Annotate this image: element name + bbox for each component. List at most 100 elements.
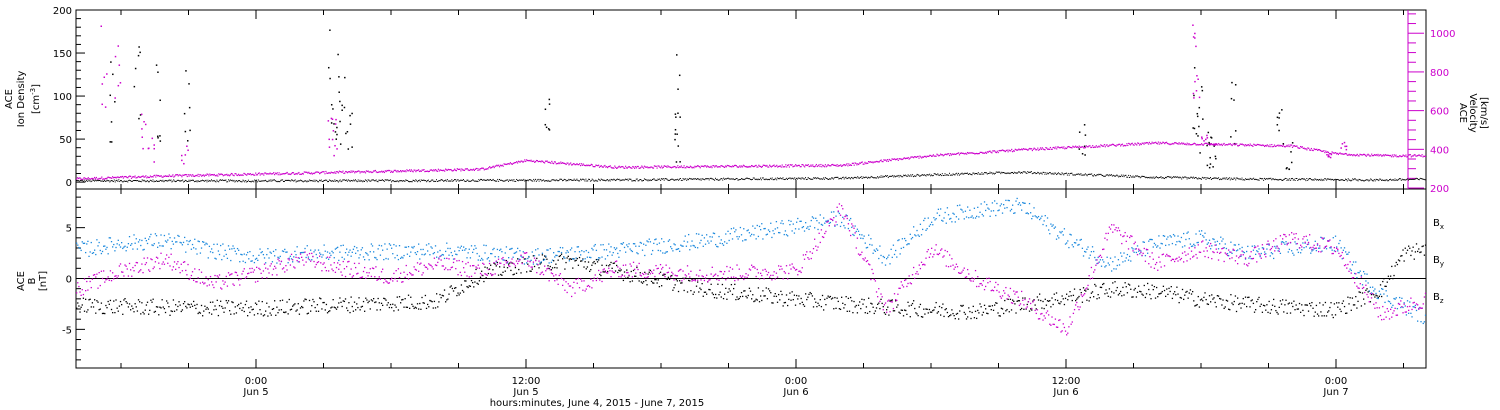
density-point bbox=[760, 178, 761, 179]
velocity-point bbox=[1040, 147, 1041, 148]
bx-point bbox=[767, 298, 768, 299]
bx-point bbox=[1399, 260, 1400, 261]
density-point bbox=[698, 178, 699, 179]
density-point bbox=[512, 180, 513, 181]
bx-point bbox=[775, 293, 776, 294]
bx-point bbox=[1420, 251, 1421, 252]
density-point bbox=[641, 180, 642, 181]
by-point bbox=[158, 242, 159, 243]
bx-point bbox=[1182, 289, 1183, 290]
bx-point bbox=[76, 308, 77, 309]
velocity-point bbox=[499, 166, 500, 167]
density-point bbox=[1333, 180, 1334, 181]
bx-point bbox=[122, 314, 123, 315]
velocity-point bbox=[255, 173, 256, 174]
bx-point bbox=[1346, 313, 1347, 314]
velocity-point bbox=[966, 154, 967, 155]
velocity-spike-point bbox=[153, 148, 155, 150]
bx-point bbox=[1146, 293, 1147, 294]
density-point bbox=[606, 180, 607, 181]
density-point bbox=[468, 181, 469, 182]
bx-point bbox=[1139, 291, 1140, 292]
density-spike-point bbox=[1084, 154, 1086, 156]
bx-point bbox=[1086, 300, 1087, 301]
bx-point bbox=[1120, 291, 1121, 292]
bx-point bbox=[955, 318, 956, 319]
velocity-point bbox=[1393, 156, 1394, 157]
density-point bbox=[1021, 172, 1022, 173]
velocity-point bbox=[1217, 144, 1218, 145]
bx-point bbox=[144, 313, 145, 314]
density-point bbox=[769, 179, 770, 180]
velocity-spike-point bbox=[152, 138, 154, 140]
bx-point bbox=[875, 310, 876, 311]
density-point bbox=[1240, 178, 1241, 179]
velocity-point bbox=[1370, 155, 1371, 156]
density-point bbox=[1431, 178, 1432, 179]
bx-point bbox=[1019, 300, 1020, 301]
density-point bbox=[907, 176, 908, 177]
density-point bbox=[889, 176, 890, 177]
density-point bbox=[607, 179, 608, 180]
bx-point bbox=[970, 318, 971, 319]
density-point bbox=[583, 179, 584, 180]
velocity-point bbox=[535, 161, 536, 162]
by-point bbox=[369, 259, 370, 260]
density-point bbox=[622, 179, 623, 180]
bx-point bbox=[273, 308, 274, 309]
bx-point bbox=[686, 278, 687, 279]
velocity-point bbox=[1269, 144, 1270, 145]
density-point bbox=[445, 180, 446, 181]
bx-point bbox=[1127, 292, 1128, 293]
bx-point bbox=[885, 314, 886, 315]
velocity-point bbox=[1138, 143, 1139, 144]
density-point bbox=[827, 178, 828, 179]
density-point bbox=[522, 180, 523, 181]
velocity-spike-point bbox=[153, 144, 155, 146]
density-point bbox=[675, 179, 676, 180]
density-point bbox=[477, 181, 478, 182]
bx-point bbox=[810, 292, 811, 293]
density-point bbox=[1176, 177, 1177, 178]
velocity-point bbox=[342, 172, 343, 173]
bx-point bbox=[999, 315, 1000, 316]
by-point bbox=[284, 249, 285, 250]
by-point bbox=[216, 258, 217, 259]
velocity-tick-label: 600 bbox=[1430, 107, 1449, 118]
density-point bbox=[507, 179, 508, 180]
bx-point bbox=[499, 266, 500, 267]
bx-point bbox=[424, 303, 425, 304]
density-point bbox=[1452, 179, 1453, 180]
bx-point bbox=[244, 311, 245, 312]
velocity-point bbox=[203, 174, 204, 175]
by-point bbox=[379, 245, 380, 246]
bx-point bbox=[82, 304, 83, 305]
velocity-point bbox=[604, 165, 605, 166]
density-point bbox=[411, 181, 412, 182]
density-point bbox=[945, 175, 946, 176]
density-point bbox=[1198, 177, 1199, 178]
velocity-point bbox=[780, 165, 781, 166]
density-point bbox=[1382, 180, 1383, 181]
bx-point bbox=[311, 305, 312, 306]
density-point bbox=[1062, 173, 1063, 174]
density-point bbox=[632, 180, 633, 181]
density-point bbox=[1034, 172, 1035, 173]
bx-point bbox=[591, 265, 592, 266]
bx-point bbox=[406, 307, 407, 308]
velocity-point bbox=[1283, 144, 1284, 145]
by-point bbox=[375, 257, 376, 258]
by-point bbox=[335, 248, 336, 249]
density-point bbox=[1208, 178, 1209, 179]
by-point bbox=[76, 243, 77, 244]
density-point bbox=[1392, 180, 1393, 181]
velocity-point bbox=[1186, 144, 1187, 145]
velocity-point bbox=[1287, 145, 1288, 146]
density-point bbox=[304, 181, 305, 182]
velocity-point bbox=[854, 165, 855, 166]
density-point bbox=[355, 179, 356, 180]
velocity-point bbox=[279, 172, 280, 173]
by-point bbox=[293, 256, 294, 257]
bx-point bbox=[1425, 244, 1426, 245]
bx-point bbox=[1042, 301, 1043, 302]
